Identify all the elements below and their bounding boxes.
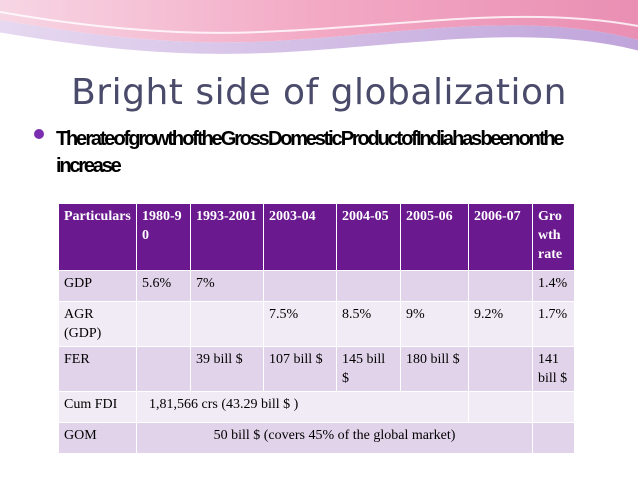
table-row: FER 39 bill $ 107 bill $ 145 bill $ 180 … <box>58 346 575 392</box>
table-cell: 9% <box>400 301 469 347</box>
table-cell: 5.6% <box>136 270 191 302</box>
table-row: GDP 5.6% 7% 1.4% <box>58 270 575 302</box>
row-label: AGR (GDP) <box>58 301 137 347</box>
table-row: GOM 50 bill $ (covers 45% of the global … <box>58 422 575 454</box>
table-cell: 180 bill $ <box>400 346 469 392</box>
column-header: 1980-90 <box>136 203 191 271</box>
column-header: 2004-05 <box>336 203 401 271</box>
table-cell <box>468 270 533 302</box>
table-cell: 141 bill $ <box>532 346 575 392</box>
table-header-row: Particulars 1980-90 1993-2001 2003-04 20… <box>58 203 575 271</box>
table-cell: 7% <box>190 270 264 302</box>
row-label: GOM <box>58 422 137 454</box>
slide-title: Bright side of globalization <box>71 72 567 113</box>
table-cell <box>336 270 401 302</box>
column-header: 2005-06 <box>400 203 469 271</box>
merged-cell: 50 bill $ (covers 45% of the global mark… <box>136 422 533 454</box>
table-cell: 145 bill $ <box>336 346 401 392</box>
merged-cell: 1,81,566 crs (43.29 bill $ ) <box>136 391 469 423</box>
column-header: 2003-04 <box>263 203 337 271</box>
row-label: GDP <box>58 270 137 302</box>
table-cell: 9.2% <box>468 301 533 347</box>
table-row: AGR (GDP) 7.5% 8.5% 9% 9.2% 1.7% <box>58 301 575 347</box>
table-row: Cum FDI 1,81,566 crs (43.29 bill $ ) <box>58 391 575 423</box>
table-cell <box>136 301 191 347</box>
table-cell <box>136 346 191 392</box>
table-cell <box>468 391 533 423</box>
table-cell <box>532 422 575 454</box>
table-cell: 1.7% <box>532 301 575 347</box>
table-cell: 107 bill $ <box>263 346 337 392</box>
bullet-text: The rate of growth of the Gross Domestic… <box>56 128 565 177</box>
table-cell <box>263 270 337 302</box>
decorative-banner <box>0 0 638 57</box>
table-cell: 1.4% <box>532 270 575 302</box>
row-label: FER <box>58 346 137 392</box>
table-cell: 39 bill $ <box>190 346 264 392</box>
growth-table: Particulars 1980-90 1993-2001 2003-04 20… <box>58 203 575 454</box>
table-cell: 8.5% <box>336 301 401 347</box>
column-header: 1993-2001 <box>190 203 264 271</box>
table-cell <box>468 346 533 392</box>
table-cell: 7.5% <box>263 301 337 347</box>
column-header: 2006-07 <box>468 203 533 271</box>
bullet-dot-icon <box>34 129 44 139</box>
column-header: Particulars <box>58 203 137 271</box>
column-header: Growth rate <box>532 203 575 271</box>
table-cell <box>190 301 264 347</box>
row-label: Cum FDI <box>58 391 137 423</box>
table-cell <box>400 270 469 302</box>
table-cell <box>532 391 575 423</box>
